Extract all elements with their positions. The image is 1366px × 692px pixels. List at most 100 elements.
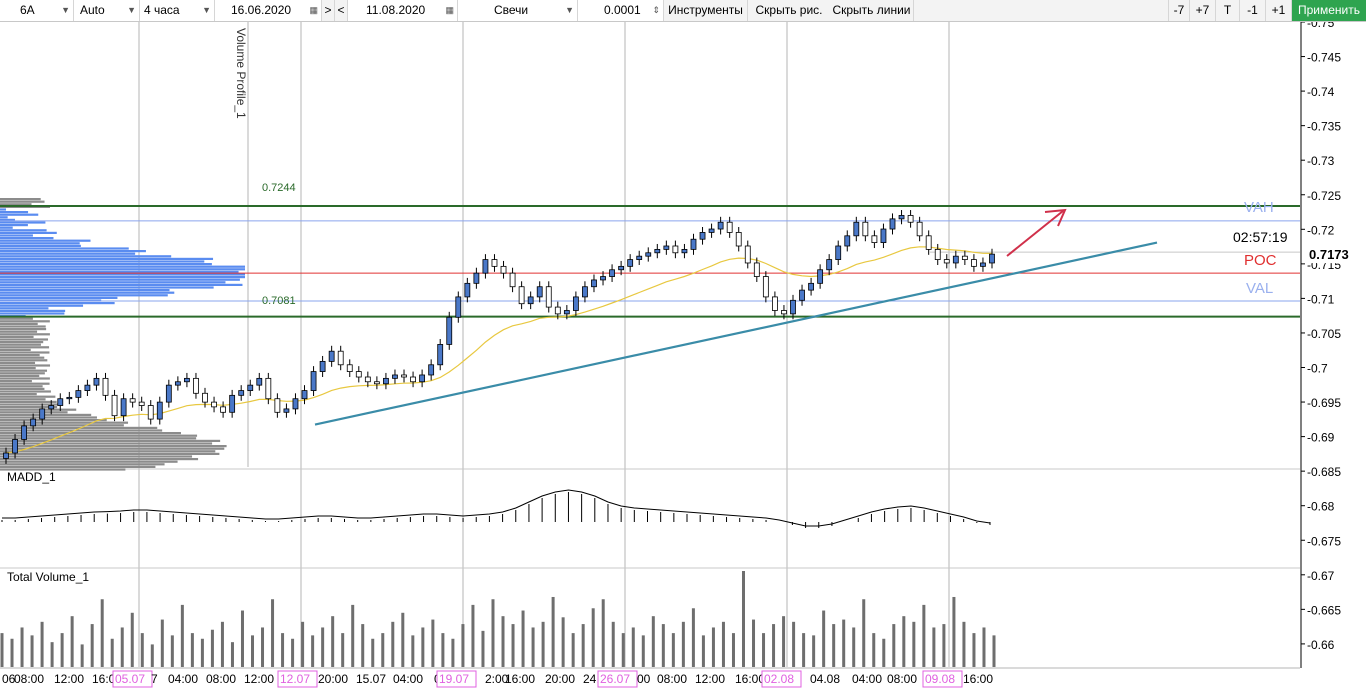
time-tick-label: 19.07 (439, 672, 469, 686)
date-to-field[interactable]: 11.08.2020 ▦ (348, 0, 458, 21)
candle-body (654, 248, 661, 254)
profile-bar (0, 226, 13, 229)
volume-bar (611, 621, 615, 667)
profile-bar (0, 260, 205, 263)
profile-bar (0, 247, 129, 250)
step-field[interactable]: 0.0001 ⇕ (578, 0, 664, 21)
profile-bar (0, 434, 198, 437)
nav-back-button[interactable]: < (335, 0, 348, 21)
price-chart[interactable]: -0.75 -0.745 -0.74 -0.735 -0.73 -0.725 -0.72 -0… (0, 22, 1366, 692)
candle-body (717, 221, 724, 230)
profile-bar (0, 312, 65, 315)
price-tick-label: -0.665 (1307, 603, 1341, 617)
date-from-value: 16.06.2020 (231, 3, 292, 17)
symbol-select[interactable]: 6A ▼ (0, 0, 74, 21)
chevron-down-icon: ▼ (565, 5, 574, 15)
candle-body (554, 306, 561, 315)
time-tick-label: 20:00 (545, 672, 575, 686)
candle-body (247, 384, 254, 391)
volume-profile-title: Volume Profile_1 (234, 28, 248, 119)
volume-bar (311, 635, 315, 667)
profile-bar (0, 403, 62, 406)
minus7-button[interactable]: -7 (1168, 0, 1190, 21)
profile-bar (0, 341, 44, 344)
mode-select[interactable]: Auto ▼ (74, 0, 140, 21)
profile-bar (0, 276, 245, 279)
profile-bar (0, 416, 97, 419)
volume-bar (20, 627, 24, 667)
apply-button[interactable]: Применить (1292, 0, 1366, 21)
profile-bar (0, 390, 51, 393)
chevron-down-icon: ▼ (61, 5, 70, 15)
volume-bar (691, 608, 695, 667)
price-tick-label: -0.75 (1307, 22, 1335, 30)
volume-bar (361, 624, 365, 667)
hide-drawings-button[interactable]: Скрыть рис. (748, 0, 830, 21)
volume-bar (441, 633, 445, 667)
profile-bar (0, 429, 163, 432)
volume-bar (561, 617, 565, 667)
candle-body (618, 265, 625, 271)
profile-bar (0, 406, 58, 409)
date-highlight-box (597, 670, 638, 688)
chart-type-select[interactable]: Свечи ▼ (458, 0, 578, 21)
profile-bar (0, 330, 38, 333)
date-from-field[interactable]: 16.06.2020 ▦ (215, 0, 322, 21)
candle-body (464, 282, 471, 298)
time-tick-label: 04:00 (393, 672, 423, 686)
arrow-shaft (1006, 210, 1064, 257)
price-axis: -0.75 -0.745 -0.74 -0.735 -0.73 -0.725 -0.72 -0… (1300, 22, 1366, 692)
candle-body (627, 259, 634, 267)
volume-bar (261, 627, 265, 667)
candle-body (229, 394, 236, 413)
profile-bar (0, 437, 197, 440)
candle-body (437, 344, 444, 366)
volume-bar (40, 621, 44, 667)
plus7-button[interactable]: +7 (1190, 0, 1216, 21)
candle-body (102, 377, 109, 396)
volume-bar (962, 621, 966, 667)
profile-bar (0, 361, 36, 364)
volume-bar (0, 633, 4, 667)
profile-bar (0, 372, 45, 375)
candle-body (600, 276, 606, 281)
profile-bar (0, 270, 239, 273)
profile-bar (0, 408, 77, 411)
minus1-button[interactable]: -1 (1240, 0, 1266, 21)
candle-body (781, 310, 787, 315)
time-tick-label: 08:00 (206, 672, 236, 686)
price-tick-label: -0.74 (1307, 85, 1335, 99)
candle-body (527, 296, 534, 305)
volume-bar (10, 638, 14, 667)
candle-body (93, 377, 100, 386)
volume-bar (631, 627, 635, 667)
volume-bar (591, 608, 595, 667)
volume-bar (661, 624, 665, 667)
calendar-icon[interactable]: ▦ (309, 5, 318, 15)
candle-body (663, 245, 670, 250)
volume-bar (120, 627, 124, 667)
candle-body (726, 221, 733, 233)
time-tick-label: 16:00 (735, 672, 765, 686)
plus1-button[interactable]: +1 (1266, 0, 1292, 21)
candle-body (75, 390, 82, 398)
candle-body (545, 286, 552, 308)
volume-bar (641, 635, 645, 667)
spinner-icon[interactable]: ⇕ (652, 5, 660, 15)
volume-bar (190, 633, 194, 667)
profile-bar (0, 359, 48, 362)
volume-bar (792, 621, 796, 667)
profile-bar (0, 413, 92, 416)
instruments-button[interactable]: Инструменты (664, 0, 748, 21)
timeframe-select[interactable]: 4 часа ▼ (140, 0, 215, 21)
nav-forward-button[interactable]: > (322, 0, 335, 21)
candle-body (383, 377, 389, 385)
candle-body (898, 215, 905, 220)
volume-bar (381, 633, 385, 667)
profile-bar (0, 369, 48, 372)
t-button[interactable]: T (1216, 0, 1240, 21)
chevron-down-icon: ▼ (127, 5, 136, 15)
calendar-icon[interactable]: ▦ (445, 5, 454, 15)
hide-lines-button[interactable]: Скрыть линии (830, 0, 914, 21)
profile-bar (0, 398, 46, 401)
